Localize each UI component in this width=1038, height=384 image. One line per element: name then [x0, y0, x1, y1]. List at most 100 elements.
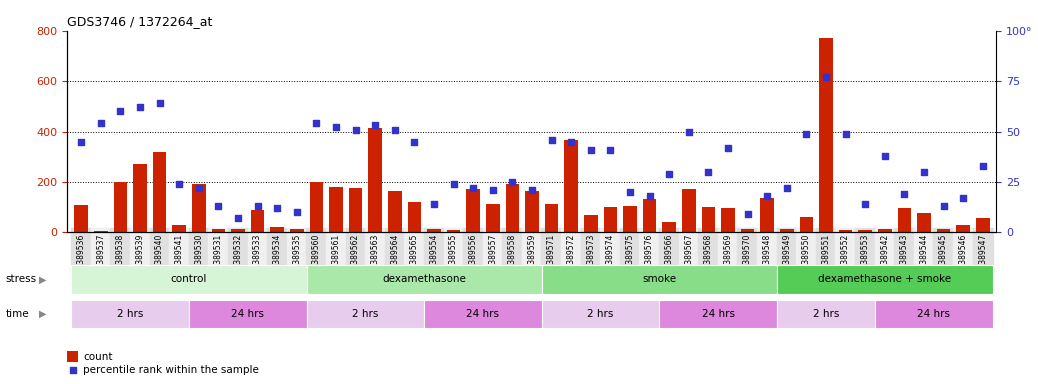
Point	[485, 187, 501, 193]
Bar	[799, 217, 813, 232]
Bar	[368, 128, 382, 232]
Bar	[662, 222, 676, 232]
Point	[818, 74, 835, 80]
Text: ▶: ▶	[39, 274, 47, 285]
Bar	[427, 229, 441, 232]
Bar	[270, 227, 284, 232]
Text: ▶: ▶	[39, 309, 47, 319]
Point	[191, 185, 208, 191]
Text: control: control	[171, 274, 208, 285]
Point	[445, 181, 462, 187]
Point	[641, 193, 658, 199]
Bar	[777, 300, 875, 328]
Bar	[565, 140, 578, 232]
Point	[622, 189, 638, 195]
Point	[955, 195, 972, 201]
Bar	[760, 197, 774, 232]
Bar	[189, 300, 306, 328]
Bar	[192, 184, 206, 232]
Point	[543, 136, 559, 142]
Point	[896, 191, 912, 197]
Point	[73, 139, 89, 145]
Text: percentile rank within the sample: percentile rank within the sample	[83, 366, 260, 376]
Bar	[113, 182, 128, 232]
Point	[152, 100, 168, 106]
Point	[406, 139, 422, 145]
Point	[681, 128, 698, 135]
Point	[313, 306, 330, 312]
Point	[269, 205, 285, 211]
Bar	[819, 38, 832, 232]
Point	[465, 185, 482, 191]
Bar	[506, 184, 519, 232]
Point	[132, 104, 148, 111]
Bar	[408, 202, 421, 232]
Point	[719, 144, 736, 151]
Bar	[741, 229, 755, 232]
Point	[602, 147, 619, 153]
Bar	[172, 225, 186, 232]
Text: stress: stress	[5, 274, 36, 285]
Text: GDS3746 / 1372264_at: GDS3746 / 1372264_at	[67, 15, 213, 28]
Point	[308, 120, 325, 126]
Bar	[682, 189, 695, 232]
Bar	[290, 229, 304, 232]
Point	[856, 201, 873, 207]
Bar	[525, 192, 539, 232]
Point	[348, 126, 364, 132]
Text: 2 hrs: 2 hrs	[588, 309, 613, 319]
Bar	[306, 265, 542, 294]
Point	[426, 201, 442, 207]
Text: 2 hrs: 2 hrs	[813, 309, 839, 319]
Bar	[93, 231, 108, 232]
Text: 24 hrs: 24 hrs	[466, 309, 499, 319]
Bar	[542, 300, 659, 328]
Point	[504, 179, 521, 185]
Point	[916, 169, 932, 175]
Point	[759, 193, 775, 199]
Point	[876, 152, 893, 159]
Point	[739, 211, 756, 217]
Text: 24 hrs: 24 hrs	[918, 309, 950, 319]
Bar	[309, 182, 323, 232]
Point	[798, 131, 815, 137]
Point	[935, 203, 952, 209]
Point	[838, 131, 854, 137]
Bar	[446, 230, 461, 232]
Bar	[659, 300, 777, 328]
Text: count: count	[83, 352, 113, 362]
Text: time: time	[5, 309, 29, 319]
Bar	[466, 189, 480, 232]
Point	[92, 120, 109, 126]
Bar	[306, 300, 425, 328]
Bar	[542, 265, 777, 294]
Point	[171, 181, 188, 187]
Point	[975, 163, 991, 169]
Point	[582, 147, 599, 153]
Bar	[251, 210, 265, 232]
Text: 24 hrs: 24 hrs	[231, 309, 265, 319]
Bar	[702, 207, 715, 232]
Bar	[721, 208, 735, 232]
Point	[366, 122, 383, 129]
Bar	[212, 228, 225, 232]
Bar	[388, 192, 402, 232]
Bar	[153, 152, 166, 232]
Bar	[584, 215, 598, 232]
Text: smoke: smoke	[643, 274, 677, 285]
Point	[229, 215, 246, 221]
Bar	[75, 205, 88, 232]
Point	[563, 139, 579, 145]
Point	[289, 209, 305, 215]
Bar	[603, 207, 618, 232]
Bar	[918, 213, 931, 232]
Bar	[875, 300, 992, 328]
Point	[328, 124, 345, 131]
Bar	[72, 300, 189, 328]
Point	[523, 187, 540, 193]
Bar	[231, 228, 245, 232]
Bar	[936, 229, 951, 232]
Bar	[72, 265, 306, 294]
Point	[210, 203, 226, 209]
Bar	[133, 164, 146, 232]
